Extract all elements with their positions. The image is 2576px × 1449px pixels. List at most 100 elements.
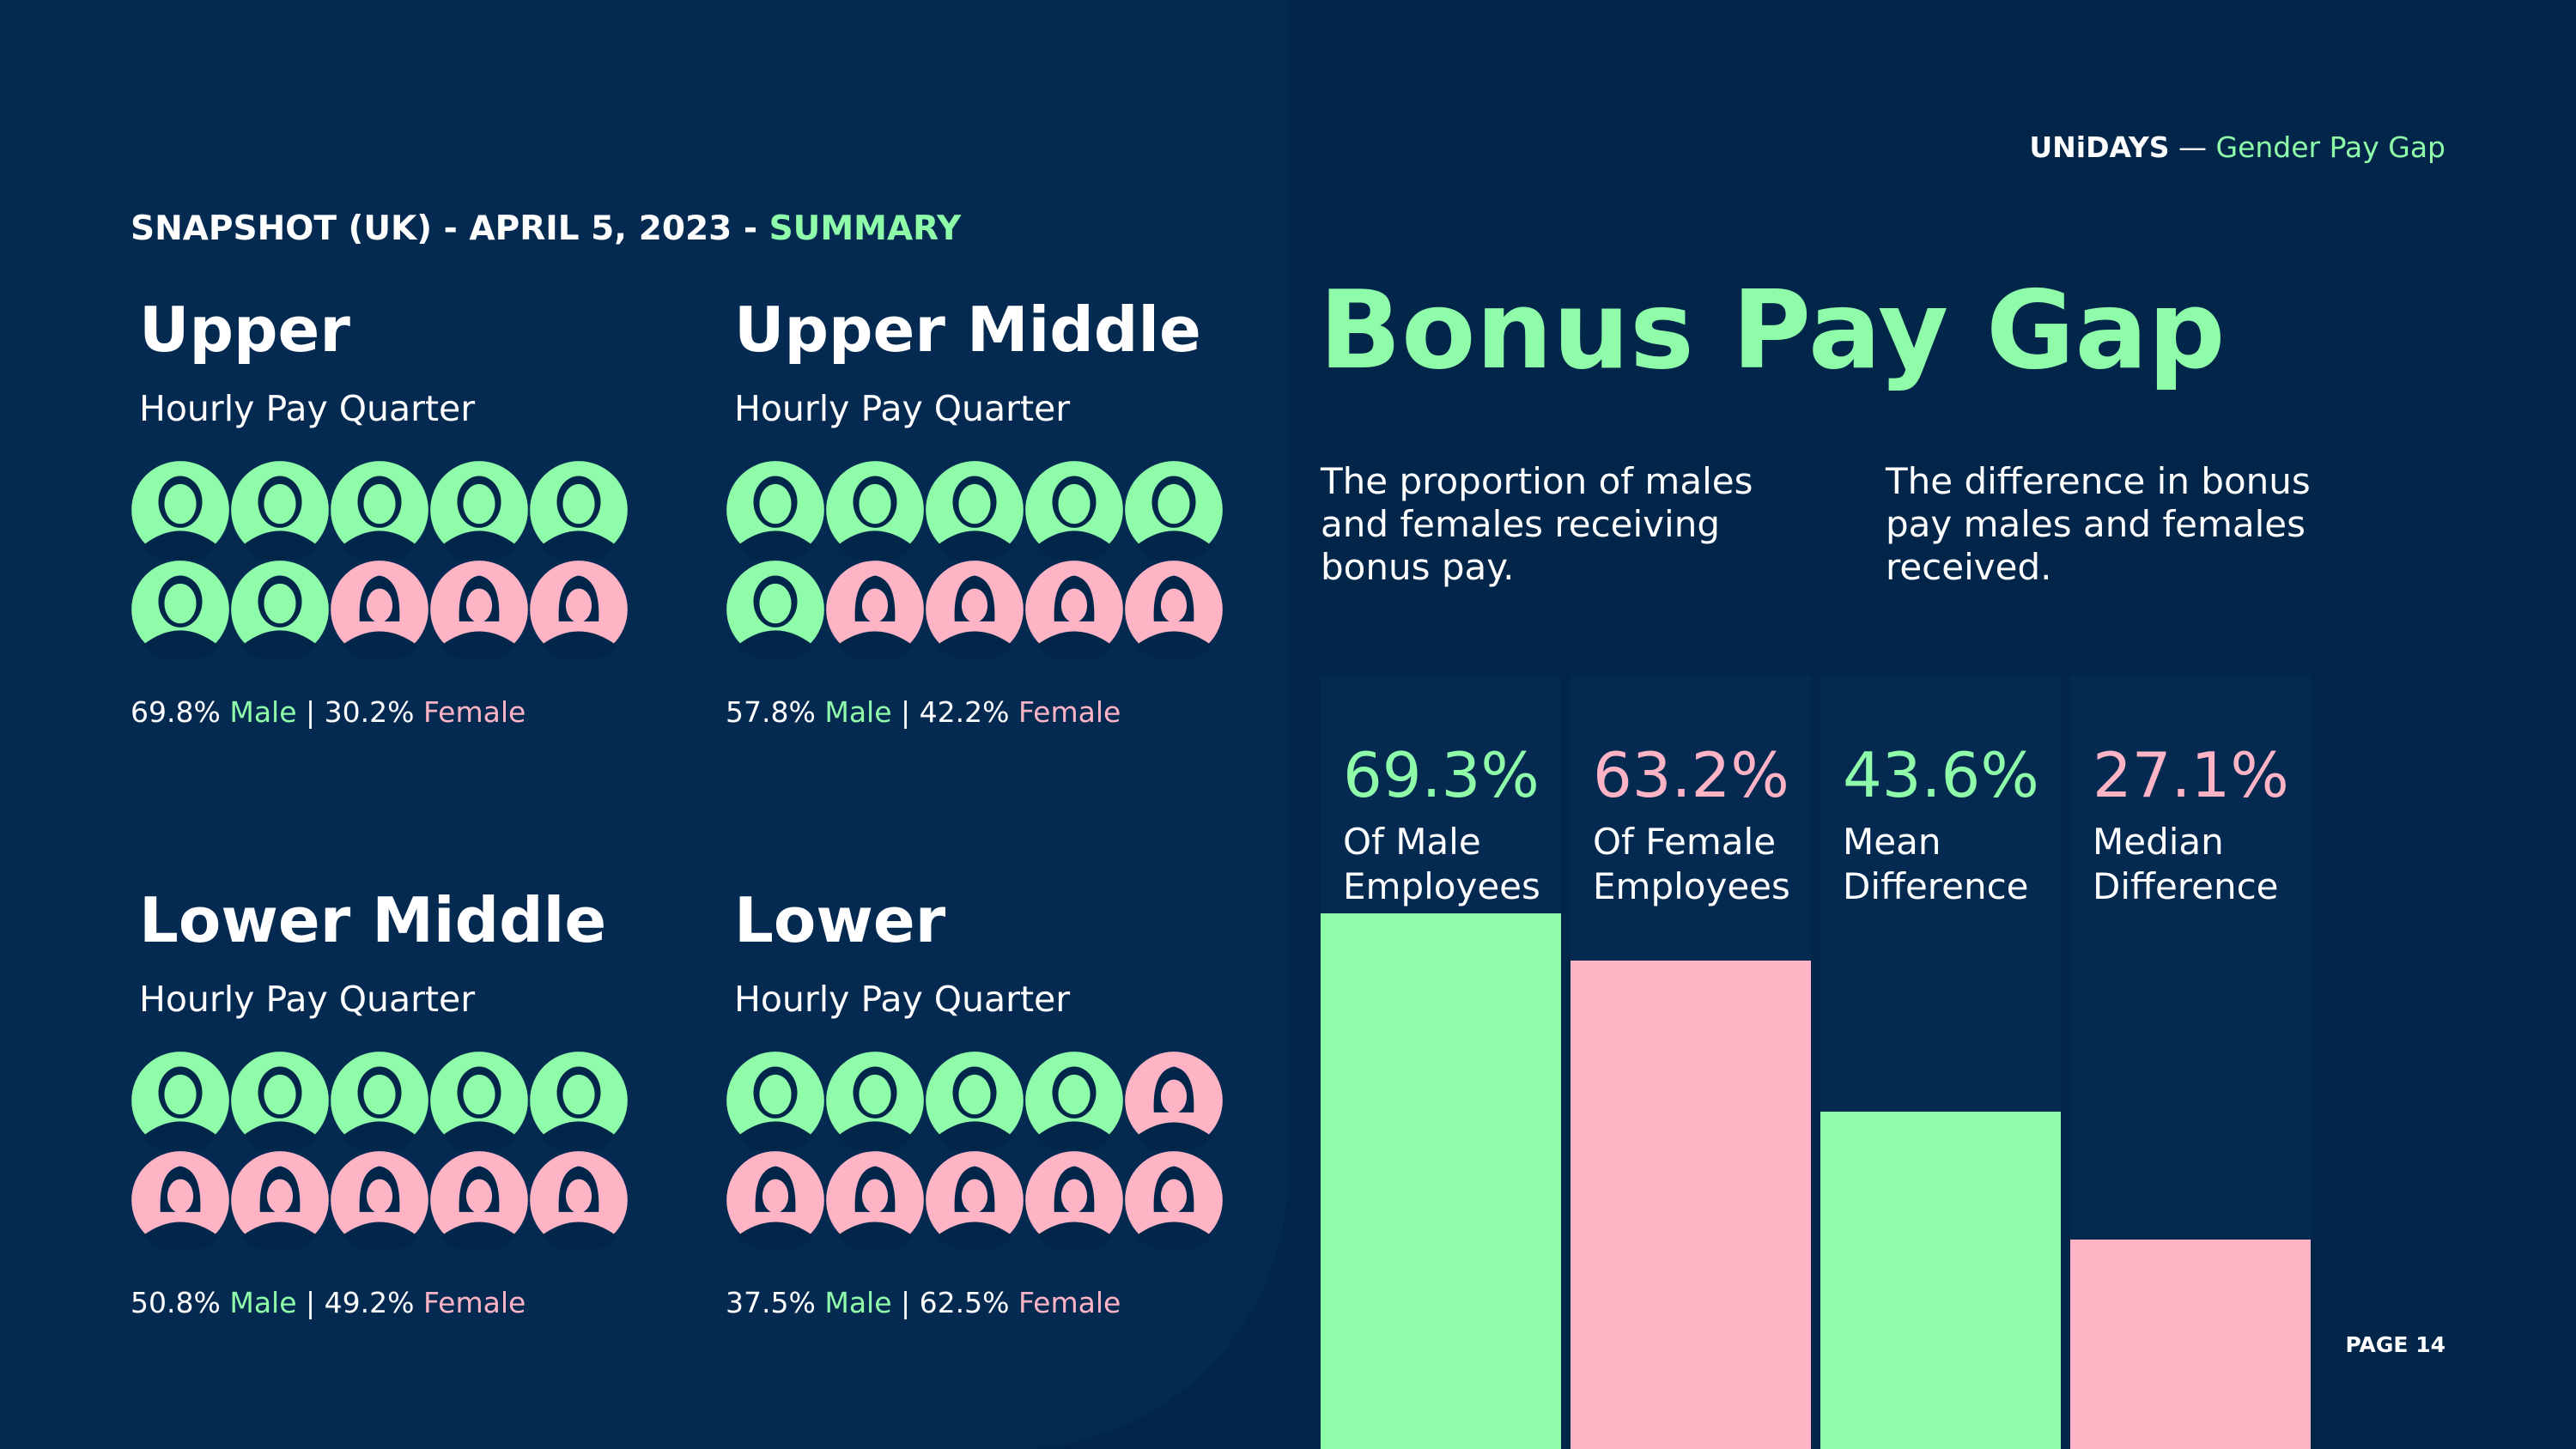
male-label: Male: [229, 1286, 297, 1319]
person-long-hair-icon: [430, 561, 528, 659]
quarter-stats: 50.8% Male | 49.2% Female: [131, 1286, 526, 1319]
person-long-hair-icon: [1125, 561, 1223, 659]
male-percentage: 57.8%: [726, 695, 816, 729]
male-label: Male: [229, 695, 297, 729]
people-icon-grid: [726, 1051, 1232, 1250]
category-label: Mean Difference: [1843, 821, 2029, 907]
stats-separator: |: [891, 695, 920, 729]
person-short-hair-icon: [131, 461, 229, 560]
person-short-hair-icon: [331, 461, 428, 560]
stats-separator: |: [296, 695, 325, 729]
person-long-hair-icon: [430, 1151, 528, 1250]
person-long-hair-icon: [926, 1151, 1024, 1250]
brand-separator: —: [2169, 130, 2216, 164]
female-label: Female: [1018, 1286, 1121, 1319]
bonus-description-proportion: The proportion of males and females rece…: [1321, 460, 1753, 588]
person-short-hair-icon: [726, 461, 824, 560]
data-label: 43.6%: [1843, 739, 2039, 811]
page-number: PAGE 14: [2345, 1332, 2445, 1357]
brand-name: UNiDAYS: [2029, 130, 2170, 164]
data-label: 27.1%: [2093, 739, 2289, 811]
people-icon-grid: [726, 460, 1232, 659]
person-short-hair-icon: [131, 1052, 229, 1150]
person-long-hair-icon: [1025, 1151, 1123, 1250]
quarter-stats: 37.5% Male | 62.5% Female: [726, 1286, 1121, 1319]
bar-column: 69.3% Of Male Employees: [1321, 676, 1561, 1449]
people-icon-grid: [131, 1051, 637, 1250]
bar-column: 43.6% Mean Difference: [1820, 676, 2061, 1449]
person-short-hair-icon: [530, 461, 628, 560]
quarter-subtitle: Hourly Pay Quarter: [734, 388, 1071, 429]
person-short-hair-icon: [826, 461, 924, 560]
person-long-hair-icon: [530, 1151, 628, 1250]
male-percentage: 69.8%: [131, 695, 221, 729]
data-label: 69.3%: [1343, 739, 1540, 811]
person-short-hair-icon: [1125, 461, 1223, 560]
data-label: 63.2%: [1593, 739, 1789, 811]
bar-column: 63.2% Of Female Employees: [1571, 676, 1811, 1449]
male-percentage: 50.8%: [131, 1286, 221, 1319]
bonus-pay-gap-title: Bonus Pay Gap: [1319, 267, 2226, 393]
bar-of-male-employees: [1321, 912, 1561, 1449]
person-long-hair-icon: [826, 1151, 924, 1250]
snapshot-accent: SUMMARY: [769, 209, 962, 248]
people-icon-grid: [131, 460, 637, 659]
person-short-hair-icon: [331, 1052, 428, 1150]
person-long-hair-icon: [726, 1151, 824, 1250]
person-long-hair-icon: [1125, 1052, 1223, 1150]
quarter-title: Lower Middle: [139, 884, 607, 956]
bonus-description-difference: The difference in bonus pay males and fe…: [1886, 460, 2311, 588]
quarter-title: Upper: [139, 294, 350, 366]
stats-separator: |: [891, 1286, 920, 1319]
person-short-hair-icon: [430, 461, 528, 560]
person-long-hair-icon: [1025, 561, 1123, 659]
bar-median-difference: [2070, 1239, 2311, 1449]
female-percentage: 49.2%: [324, 1286, 415, 1319]
person-short-hair-icon: [926, 461, 1024, 560]
brand-header: UNiDAYS — Gender Pay Gap: [2029, 130, 2445, 164]
person-short-hair-icon: [1025, 1052, 1123, 1150]
person-long-hair-icon: [826, 561, 924, 659]
female-label: Female: [422, 695, 526, 729]
bar-of-female-employees: [1571, 960, 1811, 1449]
female-percentage: 30.2%: [324, 695, 415, 729]
quarter-title: Upper Middle: [734, 294, 1201, 366]
document-title: Gender Pay Gap: [2215, 130, 2446, 164]
snapshot-prefix: SNAPSHOT (UK) - APRIL 5, 2023 -: [131, 209, 769, 248]
category-label: Of Male Employees: [1343, 821, 1540, 907]
male-label: Male: [824, 1286, 892, 1319]
person-short-hair-icon: [231, 1052, 329, 1150]
person-short-hair-icon: [231, 561, 329, 659]
person-short-hair-icon: [131, 561, 229, 659]
quarter-subtitle: Hourly Pay Quarter: [734, 979, 1071, 1020]
quarter-stats: 57.8% Male | 42.2% Female: [726, 695, 1121, 729]
person-short-hair-icon: [926, 1052, 1024, 1150]
person-long-hair-icon: [331, 1151, 428, 1250]
female-label: Female: [1018, 695, 1121, 729]
female-percentage: 42.2%: [919, 695, 1010, 729]
person-short-hair-icon: [726, 1052, 824, 1150]
bonus-bar-chart: 69.3% Of Male Employees 63.2% Of Female …: [1321, 676, 2312, 1449]
person-short-hair-icon: [726, 561, 824, 659]
person-short-hair-icon: [1025, 461, 1123, 560]
person-short-hair-icon: [826, 1052, 924, 1150]
quarter-subtitle: Hourly Pay Quarter: [139, 388, 476, 429]
person-long-hair-icon: [131, 1151, 229, 1250]
person-short-hair-icon: [430, 1052, 528, 1150]
female-label: Female: [422, 1286, 526, 1319]
female-percentage: 62.5%: [919, 1286, 1010, 1319]
quarter-title: Lower: [734, 884, 946, 956]
snapshot-heading: SNAPSHOT (UK) - APRIL 5, 2023 - SUMMARY: [131, 209, 961, 248]
category-label: Median Difference: [2093, 821, 2279, 907]
category-label: Of Female Employees: [1593, 821, 1790, 907]
stats-separator: |: [296, 1286, 325, 1319]
person-long-hair-icon: [530, 561, 628, 659]
person-long-hair-icon: [1125, 1151, 1223, 1250]
person-short-hair-icon: [530, 1052, 628, 1150]
person-long-hair-icon: [926, 561, 1024, 659]
bar-column: 27.1% Median Difference: [2070, 676, 2311, 1449]
male-percentage: 37.5%: [726, 1286, 816, 1319]
person-long-hair-icon: [231, 1151, 329, 1250]
quarter-stats: 69.8% Male | 30.2% Female: [131, 695, 526, 729]
quarter-subtitle: Hourly Pay Quarter: [139, 979, 476, 1020]
